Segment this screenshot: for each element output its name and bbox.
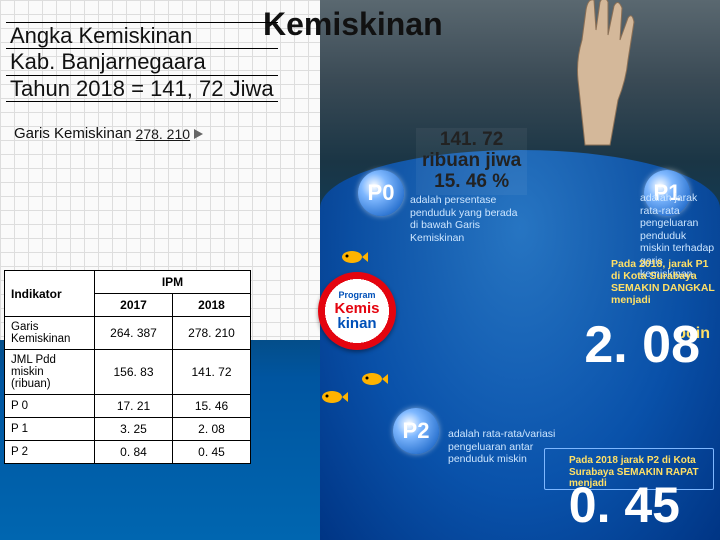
p2-badge: P2 <box>393 408 439 454</box>
subtitle-block: Angka Kemiskinan Kab. Banjarnegaara Tahu… <box>6 22 278 102</box>
cell-2017: 264. 387 <box>95 317 173 350</box>
indikator-table: Indikator IPM 2017 2018 Garis Kemiskinan… <box>4 270 251 464</box>
table-row: JML Pdd miskin (ribuan) 156. 83 141. 72 <box>5 350 251 395</box>
row-label: P 0 <box>5 395 95 418</box>
garis-kemiskinan-row: Garis Kemiskinan 278. 210 <box>14 125 203 142</box>
cell-2017: 3. 25 <box>95 418 173 441</box>
logo-text-program: Program <box>338 290 375 300</box>
row-label: P 1 <box>5 418 95 441</box>
row-label: JML Pdd miskin (ribuan) <box>5 350 95 395</box>
p0-value-line1: 141. 72 <box>422 130 521 151</box>
p0-badge: P0 <box>358 170 404 216</box>
garis-value: 278. 210 <box>136 126 191 142</box>
logo-text-kinan: kinan <box>337 315 376 332</box>
th-2018: 2018 <box>173 294 251 317</box>
cell-2018: 15. 46 <box>173 395 251 418</box>
cell-2018: 278. 210 <box>173 317 251 350</box>
fish-icon <box>360 370 388 388</box>
th-ipm: IPM <box>95 271 251 294</box>
cell-2018: 0. 45 <box>173 441 251 464</box>
cell-2018: 2. 08 <box>173 418 251 441</box>
subtitle-line-1: Angka Kemiskinan <box>6 23 278 49</box>
cell-2017: 0. 84 <box>95 441 173 464</box>
th-2017: 2017 <box>95 294 173 317</box>
cell-2017: 17. 21 <box>95 395 173 418</box>
big-number-p2: 0. 45 <box>569 476 680 534</box>
kemiskinan-logo: Program Kemis kinan <box>318 272 396 350</box>
table-row: Garis Kemiskinan 264. 387 278. 210 <box>5 317 251 350</box>
row-label: Garis Kemiskinan <box>5 317 95 350</box>
cell-2018: 141. 72 <box>173 350 251 395</box>
arrow-icon <box>194 129 203 139</box>
th-indikator: Indikator <box>5 271 95 317</box>
subtitle-line-2: Kab. Banjarnegaara <box>6 49 278 75</box>
table-row: P 2 0. 84 0. 45 <box>5 441 251 464</box>
p0-value-line2: ribuan jiwa <box>422 151 521 172</box>
row-label: P 2 <box>5 441 95 464</box>
page-title: Kemiskinan <box>263 6 443 43</box>
p0-caption: adalah persentase penduduk yang berada d… <box>410 194 520 244</box>
cell-2017: 156. 83 <box>95 350 173 395</box>
p1-note: Pada 2018, jarak P1 di Kota Surabaya SEM… <box>611 258 716 306</box>
subtitle-line-3: Tahun 2018 = 141, 72 Jiwa <box>6 76 278 102</box>
fish-icon <box>340 248 368 266</box>
big-number-p1: 2. 08 <box>584 315 700 375</box>
fish-icon <box>320 388 348 406</box>
table-row: P 1 3. 25 2. 08 <box>5 418 251 441</box>
p0-value-block: 141. 72 ribuan jiwa 15. 46 % <box>416 128 527 195</box>
table-row: P 0 17. 21 15. 46 <box>5 395 251 418</box>
garis-label: Garis Kemiskinan <box>14 125 132 142</box>
p0-value-line3: 15. 46 % <box>422 172 521 193</box>
